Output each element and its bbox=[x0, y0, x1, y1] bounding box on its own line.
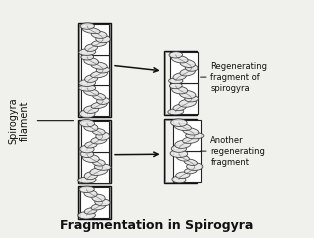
Ellipse shape bbox=[169, 78, 183, 84]
Ellipse shape bbox=[79, 186, 94, 193]
Ellipse shape bbox=[180, 68, 195, 76]
Ellipse shape bbox=[96, 35, 110, 43]
Ellipse shape bbox=[91, 102, 107, 109]
Ellipse shape bbox=[84, 89, 99, 96]
Bar bbox=[81, 55, 109, 85]
Ellipse shape bbox=[84, 106, 99, 113]
Ellipse shape bbox=[95, 199, 110, 206]
Ellipse shape bbox=[80, 151, 94, 158]
Ellipse shape bbox=[174, 124, 192, 131]
Ellipse shape bbox=[78, 212, 95, 219]
Ellipse shape bbox=[180, 60, 195, 68]
Ellipse shape bbox=[179, 99, 197, 107]
Ellipse shape bbox=[96, 67, 110, 73]
Ellipse shape bbox=[185, 96, 198, 102]
Ellipse shape bbox=[84, 172, 98, 180]
Ellipse shape bbox=[173, 73, 187, 80]
Bar bbox=[173, 151, 201, 182]
Ellipse shape bbox=[179, 90, 196, 99]
Ellipse shape bbox=[182, 137, 199, 144]
Ellipse shape bbox=[80, 145, 94, 153]
Ellipse shape bbox=[80, 23, 95, 29]
Ellipse shape bbox=[170, 83, 182, 89]
Text: Spirogyra
filament: Spirogyra filament bbox=[8, 97, 30, 144]
Ellipse shape bbox=[93, 93, 106, 100]
Ellipse shape bbox=[172, 86, 188, 94]
Bar bbox=[170, 83, 198, 114]
Ellipse shape bbox=[91, 62, 107, 69]
Ellipse shape bbox=[186, 133, 204, 139]
Ellipse shape bbox=[91, 31, 107, 38]
Ellipse shape bbox=[83, 154, 99, 163]
Ellipse shape bbox=[169, 52, 182, 58]
Ellipse shape bbox=[85, 75, 98, 82]
Bar bbox=[79, 24, 110, 116]
Ellipse shape bbox=[78, 177, 96, 183]
Ellipse shape bbox=[81, 54, 94, 60]
Ellipse shape bbox=[92, 194, 105, 202]
Ellipse shape bbox=[84, 124, 98, 131]
Ellipse shape bbox=[79, 110, 95, 118]
Ellipse shape bbox=[171, 145, 187, 152]
Bar bbox=[81, 152, 109, 183]
Ellipse shape bbox=[172, 176, 186, 183]
Ellipse shape bbox=[170, 150, 188, 158]
Bar bbox=[170, 52, 198, 83]
Ellipse shape bbox=[82, 27, 100, 34]
Ellipse shape bbox=[183, 128, 199, 135]
Text: Fragmentation in Spirogyra: Fragmentation in Spirogyra bbox=[60, 219, 254, 232]
Bar bbox=[164, 51, 197, 115]
Bar bbox=[79, 121, 110, 183]
Bar bbox=[78, 186, 111, 219]
Ellipse shape bbox=[97, 97, 110, 104]
Ellipse shape bbox=[175, 140, 191, 148]
Bar bbox=[81, 24, 109, 55]
Bar bbox=[78, 120, 111, 183]
Bar bbox=[80, 187, 109, 218]
Ellipse shape bbox=[92, 129, 105, 135]
Ellipse shape bbox=[91, 137, 107, 144]
Bar bbox=[165, 52, 196, 114]
Ellipse shape bbox=[171, 119, 187, 126]
Ellipse shape bbox=[91, 203, 106, 210]
Ellipse shape bbox=[84, 57, 99, 65]
Ellipse shape bbox=[79, 85, 96, 91]
Ellipse shape bbox=[85, 142, 97, 148]
Bar bbox=[81, 121, 109, 152]
Ellipse shape bbox=[168, 109, 184, 115]
Bar bbox=[81, 85, 109, 116]
Ellipse shape bbox=[91, 71, 107, 78]
Bar bbox=[164, 119, 197, 183]
Ellipse shape bbox=[85, 44, 98, 51]
Bar bbox=[165, 120, 196, 182]
Ellipse shape bbox=[79, 119, 95, 127]
Ellipse shape bbox=[84, 208, 97, 214]
Ellipse shape bbox=[187, 163, 203, 170]
Ellipse shape bbox=[184, 159, 198, 165]
Ellipse shape bbox=[176, 155, 189, 161]
Ellipse shape bbox=[173, 104, 187, 111]
Ellipse shape bbox=[184, 168, 197, 174]
Ellipse shape bbox=[94, 164, 111, 170]
Ellipse shape bbox=[79, 49, 96, 55]
Text: Regenerating
fragment of
spirogyra: Regenerating fragment of spirogyra bbox=[210, 61, 268, 93]
Bar bbox=[78, 23, 111, 117]
Bar bbox=[173, 120, 201, 151]
Ellipse shape bbox=[90, 167, 108, 175]
Text: Another
regenerating
fragment: Another regenerating fragment bbox=[210, 135, 265, 167]
Ellipse shape bbox=[96, 132, 110, 140]
Ellipse shape bbox=[79, 79, 95, 86]
Ellipse shape bbox=[176, 172, 190, 178]
Ellipse shape bbox=[185, 64, 198, 71]
Bar bbox=[79, 187, 110, 218]
Ellipse shape bbox=[84, 190, 97, 197]
Ellipse shape bbox=[171, 55, 188, 63]
Ellipse shape bbox=[92, 159, 105, 166]
Ellipse shape bbox=[92, 40, 106, 46]
